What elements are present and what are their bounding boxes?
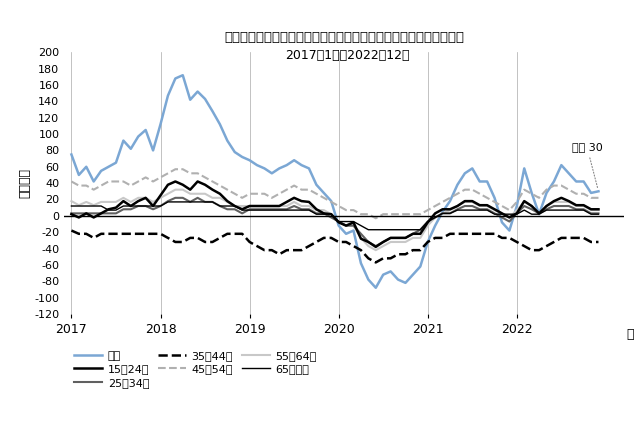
Text: 2017年1月～2022年12月: 2017年1月～2022年12月 <box>285 49 410 62</box>
Text: 年: 年 <box>626 328 634 341</box>
Y-axis label: （万人）: （万人） <box>19 168 32 198</box>
Legend: 総数, 15～24歳, 25～34歳, 35～44歳, 45～54歳, 55～64歳, 65歳以上: 総数, 15～24歳, 25～34歳, 35～44歳, 45～54歳, 55～6… <box>70 347 321 392</box>
Text: 総数 30: 総数 30 <box>572 143 602 189</box>
Title: 年齢階級別役員を除く雇用者数（原数値・対前年同月増減）男女計: 年齢階級別役員を除く雇用者数（原数値・対前年同月増減）男女計 <box>224 31 464 44</box>
